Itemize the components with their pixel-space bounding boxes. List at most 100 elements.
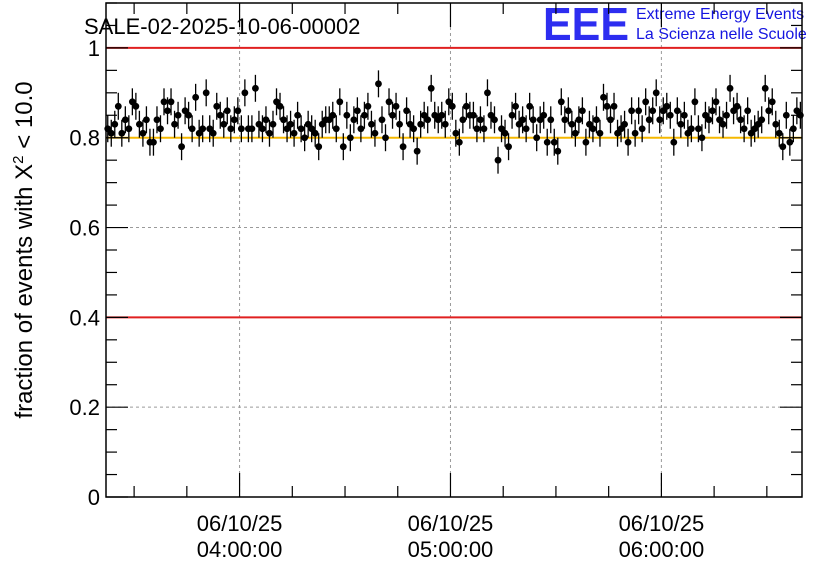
y-axis-label-suffix: < 10.0: [11, 81, 38, 155]
data-point: [199, 115, 207, 143]
data-point: [610, 92, 618, 120]
point-marker: [568, 120, 576, 128]
data-point: [294, 101, 302, 129]
point-marker: [624, 138, 632, 146]
point-marker: [533, 134, 541, 142]
data-point: [677, 110, 685, 138]
data-point: [143, 106, 150, 134]
point-marker: [540, 111, 548, 119]
data-point: [709, 97, 716, 125]
data-point: [529, 106, 537, 134]
point-marker: [213, 102, 221, 110]
point-marker: [301, 134, 309, 142]
data-point: [399, 133, 407, 161]
data-point: [438, 101, 446, 129]
point-marker: [519, 116, 527, 124]
point-marker: [459, 116, 467, 124]
data-point: [378, 106, 386, 134]
data-point: [603, 92, 611, 120]
data-point: [600, 83, 607, 111]
data-point: [255, 110, 263, 138]
point-marker: [596, 129, 604, 137]
data-points: [104, 70, 804, 174]
gridlines: [106, 3, 802, 497]
data-point: [223, 97, 231, 125]
point-marker: [315, 143, 323, 151]
data-point: [396, 110, 403, 138]
point-marker: [413, 147, 421, 155]
data-point: [216, 101, 224, 129]
point-marker: [287, 120, 294, 128]
data-point: [687, 115, 695, 143]
data-point: [480, 115, 488, 143]
point-marker: [178, 143, 185, 151]
data-point: [452, 119, 460, 147]
data-point: [350, 106, 358, 134]
point-marker: [269, 120, 277, 128]
point-marker: [343, 111, 351, 119]
point-marker: [455, 138, 463, 146]
point-marker: [603, 102, 611, 110]
data-point: [301, 124, 309, 152]
point-marker: [607, 116, 614, 124]
point-marker: [121, 116, 129, 124]
point-marker: [522, 125, 530, 133]
point-marker: [505, 143, 512, 151]
point-marker: [656, 116, 664, 124]
point-marker: [687, 125, 695, 133]
y-tick-label: 0.8: [69, 126, 100, 151]
data-point: [128, 88, 136, 116]
point-marker: [227, 125, 235, 133]
axes: [105, 2, 803, 498]
point-marker: [600, 93, 607, 101]
data-point: [455, 128, 463, 156]
point-marker: [631, 129, 639, 137]
data-point: [716, 106, 723, 134]
data-point: [628, 97, 636, 125]
data-point: [371, 119, 379, 147]
point-marker: [424, 116, 432, 124]
data-point: [413, 137, 421, 165]
data-point: [533, 124, 541, 152]
data-point: [540, 101, 548, 129]
data-point: [744, 97, 752, 125]
point-marker: [786, 138, 794, 146]
data-point: [336, 88, 344, 116]
y-axis-label-symbol: X: [11, 164, 38, 180]
point-marker: [223, 107, 231, 115]
point-marker: [744, 107, 752, 115]
data-point: [441, 110, 449, 138]
point-marker: [339, 143, 347, 151]
point-marker: [346, 134, 354, 142]
x-tick-time: 06:00:00: [619, 537, 705, 562]
point-marker: [237, 125, 245, 133]
point-marker: [118, 129, 126, 137]
point-marker: [758, 116, 766, 124]
point-marker: [582, 138, 590, 146]
point-marker: [350, 116, 358, 124]
point-marker: [399, 143, 407, 151]
point-marker: [652, 89, 660, 97]
point-marker: [216, 111, 224, 119]
data-point: [705, 106, 713, 134]
data-point: [107, 119, 115, 147]
data-point: [375, 70, 382, 98]
point-marker: [737, 116, 745, 124]
data-point: [195, 119, 203, 147]
data-point: [167, 88, 175, 116]
data-point: [311, 119, 319, 147]
point-marker: [772, 120, 780, 128]
data-point: [462, 92, 470, 120]
plot-frame: [105, 2, 803, 498]
data-point: [491, 106, 498, 134]
point-marker: [297, 125, 305, 133]
data-point: [121, 106, 129, 134]
point-marker: [202, 89, 210, 97]
data-point: [473, 115, 481, 143]
point-marker: [234, 107, 242, 115]
point-marker: [469, 111, 477, 119]
data-point: [287, 110, 294, 138]
data-point: [547, 106, 555, 134]
data-point: [209, 119, 217, 147]
data-point: [586, 110, 593, 138]
